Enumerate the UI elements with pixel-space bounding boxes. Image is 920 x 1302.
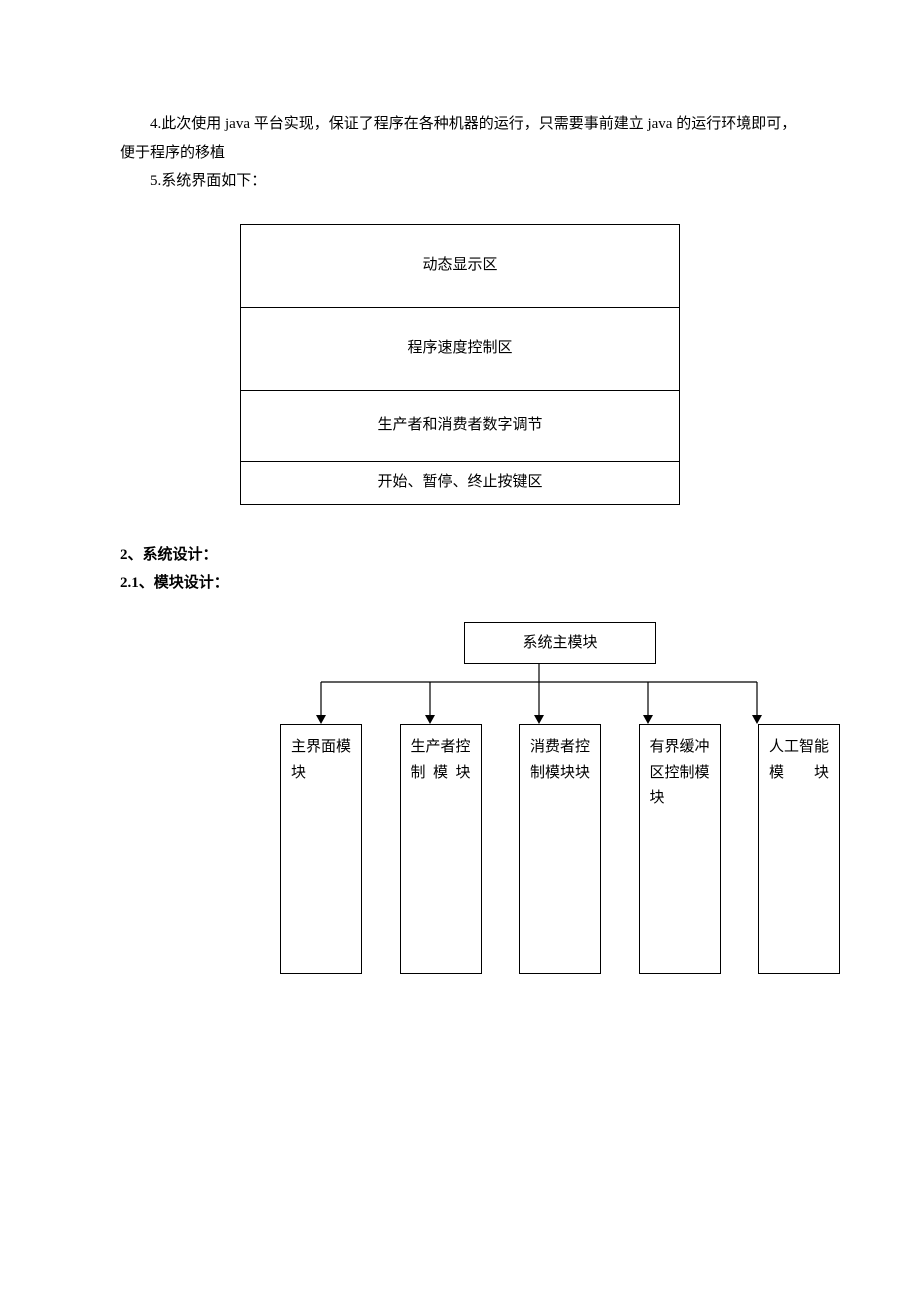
interface-row-0: 动态显示区 — [241, 224, 680, 307]
system-interface-table: 动态显示区程序速度控制区生产者和消费者数字调节开始、暂停、终止按键区 — [240, 224, 680, 505]
heading-module-design: 2.1、模块设计： — [120, 569, 800, 598]
heading-system-design: 2、系统设计： — [120, 541, 800, 570]
tree-child-box-3: 有界缓冲区控制模块 — [639, 724, 721, 974]
tree-connectors — [280, 664, 840, 724]
tree-child-row: 主界面模块生产者控制模块消费者控制模块块有界缓冲区控制模块人工智能模块 — [280, 724, 840, 974]
tree-child-box-2: 消费者控制模块块 — [519, 724, 601, 974]
tree-child-box-1: 生产者控制模块 — [400, 724, 482, 974]
interface-row-3: 开始、暂停、终止按键区 — [241, 461, 680, 504]
interface-row-1: 程序速度控制区 — [241, 307, 680, 390]
tree-child-box-4: 人工智能模块 — [758, 724, 840, 974]
paragraph-4: 4.此次使用 java 平台实现，保证了程序在各种机器的运行，只需要事前建立 j… — [120, 110, 800, 167]
tree-root-box: 系统主模块 — [464, 622, 656, 665]
paragraph-5: 5.系统界面如下： — [120, 167, 800, 196]
module-tree-diagram: 系统主模块 主界面模块生产者控制模块消费者控制模块块有界缓冲区控制模块人工智能模… — [280, 622, 840, 975]
interface-row-2: 生产者和消费者数字调节 — [241, 390, 680, 461]
tree-child-box-0: 主界面模块 — [280, 724, 362, 974]
